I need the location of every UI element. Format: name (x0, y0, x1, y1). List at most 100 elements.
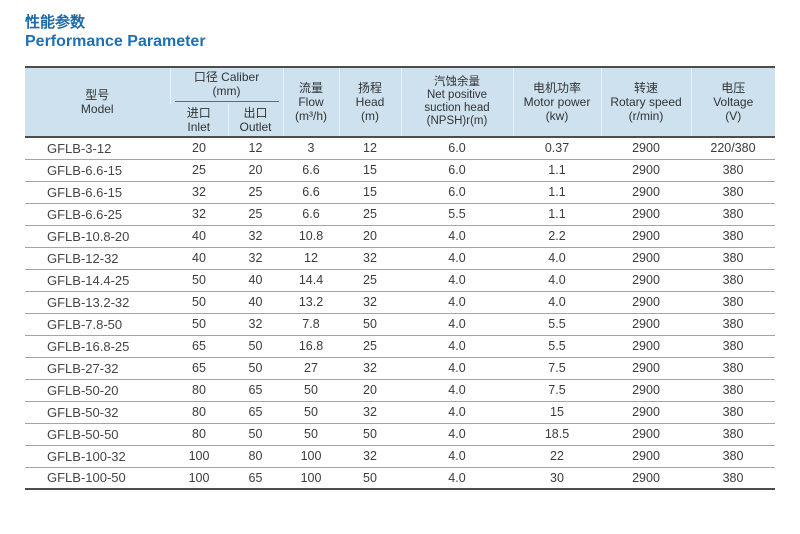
cell-model: GFLB-100-50 (25, 467, 170, 489)
col-header-npsh-unit: (NPSH)r(m) (426, 115, 488, 127)
cell-npsh: 4.0 (401, 335, 513, 357)
cell-motor-power: 30 (513, 467, 601, 489)
cell-npsh: 4.0 (401, 225, 513, 247)
cell-model: GFLB-50-50 (25, 423, 170, 445)
cell-motor-power: 1.1 (513, 159, 601, 181)
col-header-outlet: 出口 Outlet (227, 104, 283, 137)
cell-rotary-speed: 2900 (601, 423, 691, 445)
cell-npsh: 4.0 (401, 269, 513, 291)
cell-flow: 6.6 (283, 181, 339, 203)
table-row: GFLB-50-32 80 65 50 32 4.0 15 2900 380 (25, 401, 775, 423)
cell-rotary-speed: 2900 (601, 401, 691, 423)
cell-head: 20 (339, 225, 401, 247)
cell-model: GFLB-10.8-20 (25, 225, 170, 247)
cell-rotary-speed: 2900 (601, 203, 691, 225)
col-header-npsh: 汽蚀余量 Net positive suction head (NPSH)r(m… (400, 67, 513, 137)
col-header-model-zh: 型号 (85, 88, 110, 102)
cell-outlet: 25 (228, 203, 283, 225)
col-header-npsh-en2: suction head (424, 102, 490, 114)
cell-head: 50 (339, 313, 401, 335)
cell-flow: 3 (283, 137, 339, 159)
col-header-head-unit: (m) (361, 109, 379, 123)
col-header-motor-power: 电机功率 Motor power (kw) (512, 67, 601, 137)
table-row: GFLB-14.4-25 50 40 14.4 25 4.0 4.0 2900 380 (25, 269, 775, 291)
cell-outlet: 32 (228, 247, 283, 269)
col-header-caliber: 口径 Caliber (mm) (169, 67, 283, 104)
cell-rotary-speed: 2900 (601, 269, 691, 291)
cell-outlet: 20 (228, 159, 283, 181)
cell-npsh: 4.0 (401, 247, 513, 269)
cell-motor-power: 18.5 (513, 423, 601, 445)
table-row: GFLB-16.8-25 65 50 16.8 25 4.0 5.5 2900 380 (25, 335, 775, 357)
col-header-flow: 流量 Flow (m³/h) (282, 67, 339, 137)
cell-head: 25 (339, 335, 401, 357)
cell-npsh: 4.0 (401, 379, 513, 401)
col-header-npsh-en1: Net positive (426, 89, 488, 101)
col-header-flow-en: Flow (298, 95, 324, 109)
cell-voltage: 380 (691, 357, 775, 379)
col-header-inlet-en: Inlet (187, 120, 211, 134)
cell-head: 32 (339, 291, 401, 313)
cell-flow: 27 (283, 357, 339, 379)
cell-inlet: 50 (170, 269, 228, 291)
cell-motor-power: 4.0 (513, 247, 601, 269)
cell-flow: 6.6 (283, 159, 339, 181)
cell-voltage: 380 (691, 445, 775, 467)
cell-voltage: 380 (691, 159, 775, 181)
cell-model: GFLB-6.6-25 (25, 203, 170, 225)
cell-voltage: 380 (691, 401, 775, 423)
col-header-head-zh: 扬程 (357, 81, 382, 95)
cell-voltage: 220/380 (691, 137, 775, 159)
cell-voltage: 380 (691, 335, 775, 357)
table-row: GFLB-50-50 80 50 50 50 4.0 18.5 2900 380 (25, 423, 775, 445)
cell-model: GFLB-7.8-50 (25, 313, 170, 335)
cell-motor-power: 5.5 (513, 335, 601, 357)
cell-head: 32 (339, 247, 401, 269)
cell-outlet: 65 (228, 401, 283, 423)
cell-inlet: 100 (170, 467, 228, 489)
cell-model: GFLB-27-32 (25, 357, 170, 379)
table-head: 型号 Model 口径 Caliber (mm) 流量 Flow (m³/h) … (25, 67, 775, 137)
cell-rotary-speed: 2900 (601, 159, 691, 181)
cell-npsh: 6.0 (401, 137, 513, 159)
cell-model: GFLB-50-32 (25, 401, 170, 423)
cell-voltage: 380 (691, 291, 775, 313)
cell-model: GFLB-50-20 (25, 379, 170, 401)
cell-rotary-speed: 2900 (601, 225, 691, 247)
cell-flow: 14.4 (283, 269, 339, 291)
cell-inlet: 100 (170, 445, 228, 467)
cell-flow: 50 (283, 401, 339, 423)
cell-outlet: 50 (228, 423, 283, 445)
table-row: GFLB-50-20 80 65 50 20 4.0 7.5 2900 380 (25, 379, 775, 401)
cell-voltage: 380 (691, 313, 775, 335)
cell-motor-power: 4.0 (513, 291, 601, 313)
cell-outlet: 32 (228, 313, 283, 335)
table-row: GFLB-27-32 65 50 27 32 4.0 7.5 2900 380 (25, 357, 775, 379)
header-row-top: 型号 Model 口径 Caliber (mm) 流量 Flow (m³/h) … (25, 67, 775, 137)
cell-voltage: 380 (691, 247, 775, 269)
page-header: 性能参数 Performance Parameter (0, 0, 800, 52)
col-header-voltage-unit: (V) (725, 109, 742, 123)
cell-motor-power: 22 (513, 445, 601, 467)
cell-inlet: 32 (170, 181, 228, 203)
cell-inlet: 65 (170, 335, 228, 357)
cell-inlet: 32 (170, 203, 228, 225)
col-header-flow-unit: (m³/h) (295, 109, 327, 123)
performance-parameter-table: 型号 Model 口径 Caliber (mm) 流量 Flow (m³/h) … (25, 66, 775, 490)
col-header-inlet: 进口 Inlet (170, 104, 228, 137)
cell-npsh: 4.0 (401, 313, 513, 335)
cell-outlet: 80 (228, 445, 283, 467)
cell-npsh: 5.5 (401, 203, 513, 225)
cell-npsh: 4.0 (401, 291, 513, 313)
cell-head: 20 (339, 379, 401, 401)
cell-head: 12 (339, 137, 401, 159)
cell-inlet: 80 (170, 379, 228, 401)
cell-model: GFLB-100-32 (25, 445, 170, 467)
col-header-npsh-zh: 汽蚀余量 (434, 76, 480, 88)
table-row: GFLB-6.6-25 32 25 6.6 25 5.5 1.1 2900 380 (25, 203, 775, 225)
cell-head: 15 (339, 159, 401, 181)
cell-rotary-speed: 2900 (601, 379, 691, 401)
col-header-outlet-zh: 出口 (243, 106, 268, 120)
cell-model: GFLB-3-12 (25, 137, 170, 159)
cell-rotary-speed: 2900 (601, 291, 691, 313)
